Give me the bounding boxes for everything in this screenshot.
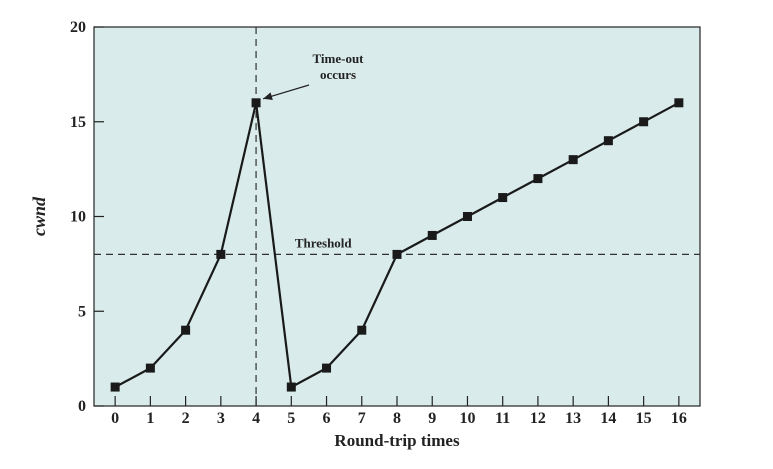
data-point <box>357 325 367 335</box>
data-point <box>181 325 191 335</box>
timeout-label-line2: occurs <box>320 67 356 82</box>
x-tick-label: 1 <box>146 410 154 427</box>
data-point <box>568 155 578 165</box>
data-point <box>427 230 437 240</box>
threshold-label: Threshold <box>295 235 353 250</box>
x-tick-label: 15 <box>636 410 652 427</box>
x-tick-label: 16 <box>671 410 687 427</box>
data-point <box>533 174 543 184</box>
x-tick-label: 9 <box>428 410 436 427</box>
x-tick-label: 8 <box>393 410 401 427</box>
data-point <box>462 212 472 221</box>
data-point <box>392 249 402 259</box>
x-tick-label: 6 <box>323 410 331 427</box>
x-tick-label: 0 <box>111 410 119 427</box>
y-tick-label: 10 <box>70 209 86 226</box>
x-tick-label: 7 <box>358 410 366 427</box>
data-point <box>145 363 155 373</box>
data-point <box>674 98 684 108</box>
data-point <box>639 117 649 127</box>
data-point <box>603 136 613 146</box>
data-point <box>498 193 508 203</box>
timeout-arrowhead <box>263 92 273 101</box>
x-tick-label: 5 <box>287 410 295 427</box>
x-tick-label: 14 <box>600 410 616 427</box>
data-point <box>322 363 332 373</box>
y-tick-label: 5 <box>78 303 86 320</box>
x-tick-label: 11 <box>495 410 510 427</box>
x-tick-label: 2 <box>182 410 190 427</box>
plot-area <box>93 26 701 407</box>
data-point <box>216 249 226 259</box>
timeout-label-line1: Time-out <box>312 51 364 66</box>
x-tick-label: 13 <box>565 410 581 427</box>
y-tick-label: 0 <box>78 398 86 415</box>
x-tick-label: 12 <box>530 410 546 427</box>
data-point <box>251 98 261 108</box>
x-axis-title: Round-trip times <box>334 431 460 450</box>
data-point <box>286 382 296 392</box>
y-tick-label: 20 <box>70 19 86 36</box>
x-tick-label: 10 <box>459 410 475 427</box>
data-point <box>110 382 120 392</box>
y-tick-label: 15 <box>70 114 86 131</box>
x-tick-label: 4 <box>252 410 260 427</box>
y-axis-title: cwnd <box>29 196 49 236</box>
x-tick-label: 3 <box>217 410 225 427</box>
